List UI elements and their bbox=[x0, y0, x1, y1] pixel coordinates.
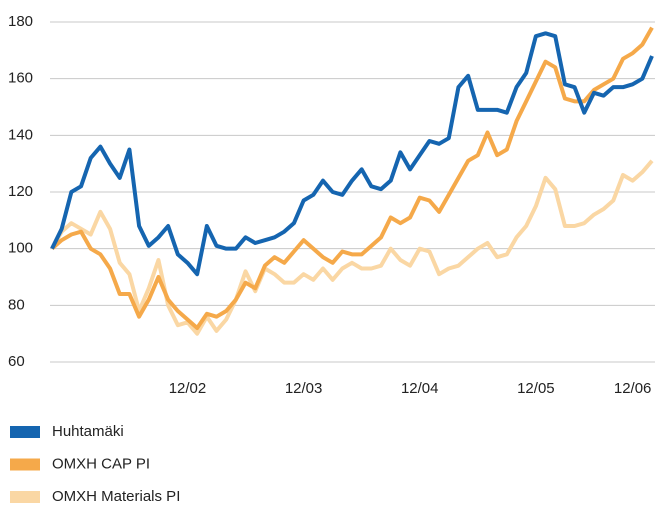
x-tick-label: 12/05 bbox=[517, 380, 555, 397]
x-tick-label: 12/04 bbox=[401, 380, 439, 397]
legend-swatch bbox=[10, 491, 40, 503]
x-tick-label: 12/06 bbox=[614, 380, 652, 397]
series-line bbox=[50, 31, 654, 277]
legend-label: OMXH CAP PI bbox=[52, 455, 150, 472]
y-tick-label: 80 bbox=[8, 296, 25, 313]
y-tick-label: 140 bbox=[8, 126, 33, 143]
x-tick-label: 12/02 bbox=[169, 380, 207, 397]
legend-swatch bbox=[10, 458, 40, 471]
legend-label: OMXH Materials PI bbox=[52, 488, 180, 505]
y-tick-label: 60 bbox=[8, 353, 25, 370]
y-tick-label: 180 bbox=[8, 13, 33, 30]
series-line bbox=[50, 159, 654, 336]
series-line bbox=[50, 26, 654, 330]
y-tick-label: 120 bbox=[8, 183, 33, 200]
y-tick-label: 160 bbox=[8, 70, 33, 87]
legend-label: Huhtamäki bbox=[52, 423, 124, 440]
legend-swatch bbox=[10, 426, 40, 438]
y-tick-label: 100 bbox=[8, 240, 33, 257]
x-tick-label: 12/03 bbox=[285, 380, 323, 397]
